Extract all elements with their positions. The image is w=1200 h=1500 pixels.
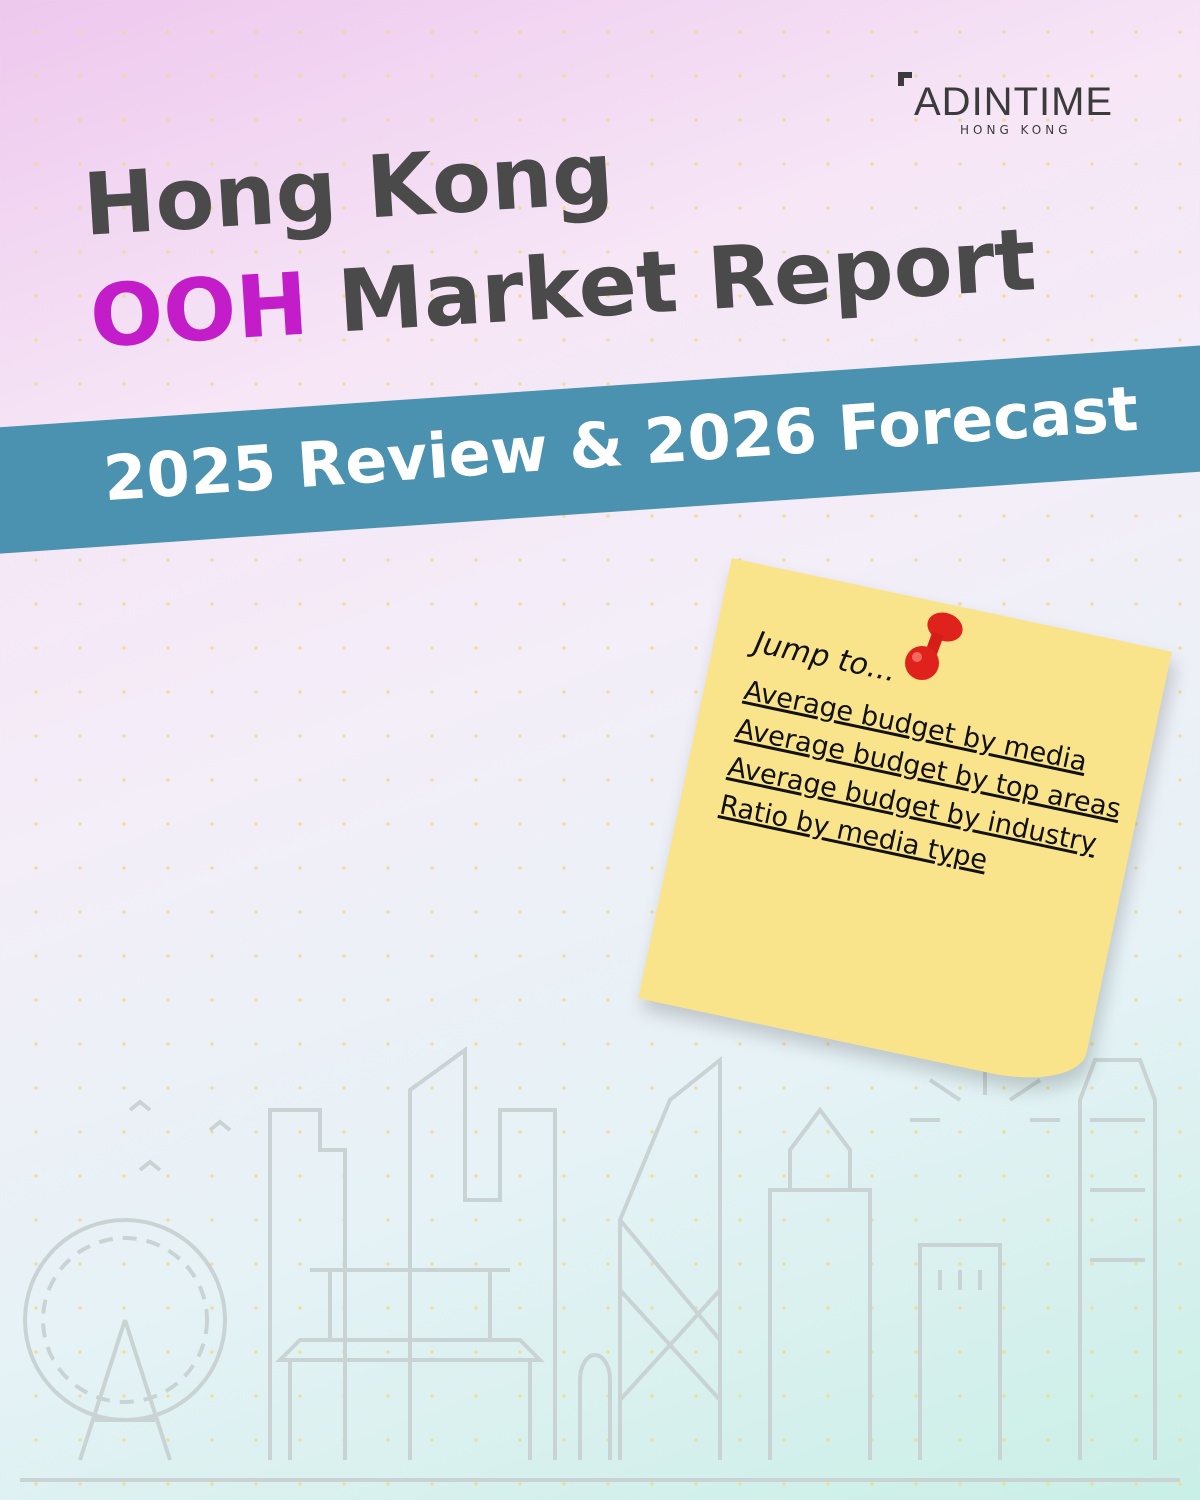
logo-subtitle: HONG KONG [960, 123, 1072, 137]
title-highlight: OOH [87, 254, 312, 368]
push-pin-icon [905, 612, 963, 680]
logo-name: ADINTIME [914, 80, 1114, 124]
logo-mark-icon [898, 72, 912, 86]
hong-kong-skyline-illustration [20, 1046, 1180, 1482]
